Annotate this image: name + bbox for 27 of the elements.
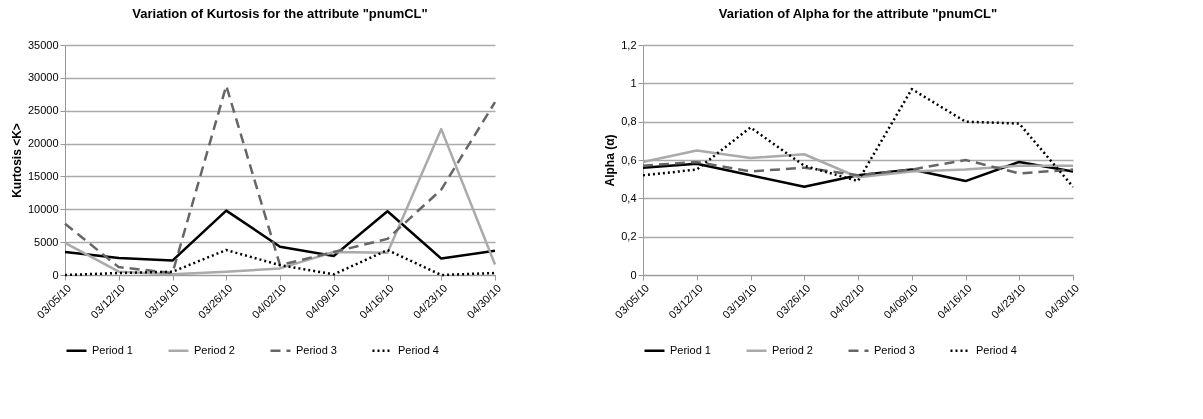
legend-label: Period 2 [194, 343, 235, 356]
y-tick-label: 0,4 [621, 191, 637, 204]
y-tick-label: 0 [52, 268, 59, 281]
legend-label: Period 4 [398, 343, 439, 356]
y-tick-label: 0 [630, 268, 637, 281]
chart-title: Variation of Alpha for the attribute "pnumCL" [718, 6, 998, 21]
y-tick-label: 30000 [27, 71, 59, 84]
y-tick-label: 0,2 [621, 230, 637, 243]
legend-label: Period 1 [92, 343, 133, 356]
y-tick-label: 25000 [27, 104, 59, 117]
legend-label: Period 1 [670, 343, 711, 356]
y-tick-label: 0,8 [621, 115, 637, 128]
y-tick-label: 1 [630, 76, 637, 89]
y-tick-label: 10000 [27, 202, 59, 215]
y-tick-label: 35000 [27, 38, 59, 51]
legend-label: Period 4 [976, 343, 1017, 356]
y-tick-label: 5000 [34, 235, 59, 248]
y-tick-label: 0,6 [621, 153, 637, 166]
legend-label: Period 3 [296, 343, 337, 356]
chart-title: Variation of Kurtosis for the attribute "pnumCL" [132, 6, 428, 21]
legend-label: Period 3 [874, 343, 915, 356]
y-tick-label: 1,2 [621, 38, 637, 51]
y-tick-label: 20000 [27, 137, 59, 150]
y-axis-title: Alpha (α) [603, 134, 618, 187]
y-tick-label: 15000 [27, 169, 59, 182]
y-axis-title: Kurtosis <K> [9, 123, 24, 198]
legend-label: Period 2 [772, 343, 813, 356]
